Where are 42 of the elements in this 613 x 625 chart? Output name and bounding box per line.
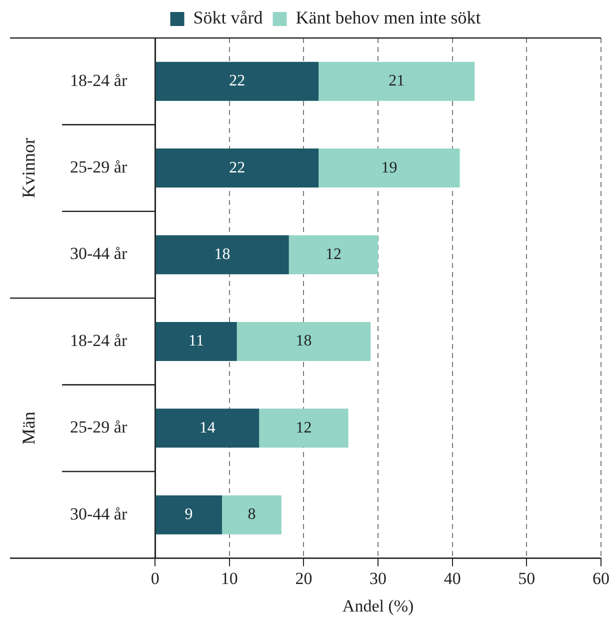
bar: [156, 235, 289, 274]
data-label: 21: [388, 72, 405, 90]
bar: [222, 495, 282, 534]
y-tick-label: 18-24 år: [70, 330, 128, 350]
bar: [288, 235, 378, 274]
legend-label: Sökt vård: [193, 8, 263, 28]
data-label: 11: [188, 332, 204, 350]
text: Män: [18, 412, 39, 445]
x-axis-title: Andel (%): [342, 596, 414, 616]
data-label: 19: [381, 159, 398, 176]
bar: [156, 408, 260, 448]
bar: [318, 148, 460, 188]
y-tick-label: 30-44 år: [70, 504, 128, 524]
bar: [156, 62, 319, 101]
x-tick-label: 10: [220, 568, 238, 588]
x-tick-label: 60: [592, 568, 610, 588]
data-label: 22: [229, 159, 246, 176]
bar: [259, 408, 348, 448]
bar: [156, 148, 319, 188]
y-tick-label: 18-24 år: [70, 70, 128, 90]
data-label: 18: [214, 246, 230, 263]
data-label: 12: [296, 419, 312, 436]
data-label: 9: [184, 506, 193, 524]
x-tick-label: 40: [444, 568, 461, 588]
data-label: 8: [248, 506, 256, 524]
data-label: 12: [325, 246, 342, 263]
legend-label: Känt behov men inte sökt: [296, 8, 481, 28]
x-tick-label: 20: [295, 568, 312, 588]
x-tick-label: 30: [370, 568, 387, 588]
bar: [156, 322, 237, 361]
x-tick-label: 0: [150, 568, 160, 588]
data-label: 14: [199, 419, 216, 436]
y-tick-label: 25-29 år: [70, 418, 128, 437]
text: Kvinnor: [18, 138, 39, 198]
bar: [318, 62, 475, 101]
data-label: 22: [229, 72, 246, 90]
data-label: 18: [296, 332, 312, 350]
bar: [156, 495, 222, 534]
x-tick-label: 50: [518, 568, 536, 588]
y-tick-label: 30-44 år: [70, 244, 128, 264]
y-tick-label: 25-29 år: [70, 158, 128, 177]
bar: [236, 322, 371, 361]
